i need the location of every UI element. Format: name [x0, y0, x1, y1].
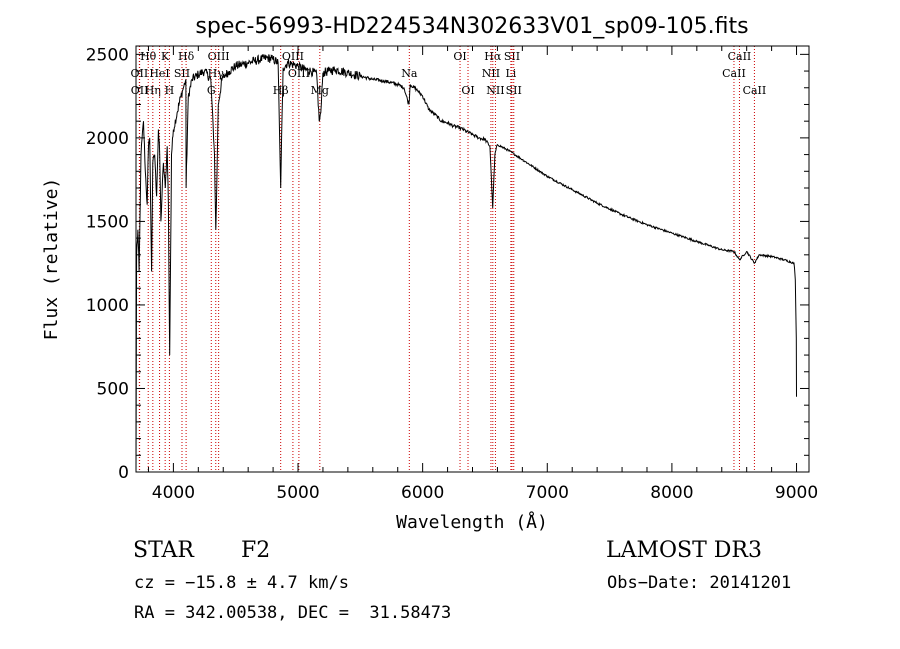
x-tick-label: 8000 [650, 483, 693, 503]
line-label-25: CaII [728, 50, 752, 63]
plot-frame [135, 45, 810, 473]
line-label-27: CaII [743, 84, 767, 97]
redshift-cz: cz = −15.8 ± 4.7 km/s [134, 573, 349, 593]
y-tick-label: 1000 [86, 296, 129, 316]
y-axis: 0 500 1000 1500 2000 2500 [86, 45, 809, 483]
line-label-24: SII [506, 84, 522, 97]
y-tick-label: 500 [97, 379, 129, 399]
y-tick-label: 2000 [86, 129, 129, 149]
line-label-7: SII [174, 67, 190, 80]
line-label-12: Hβ [273, 84, 289, 97]
x-tick-label: 4000 [152, 483, 195, 503]
line-label-6: H [165, 84, 175, 97]
line-label-21: NII [486, 84, 504, 97]
x-tick-label: 6000 [401, 483, 444, 503]
x-tick-label: 9000 [775, 483, 818, 503]
y-tick-label: 2500 [86, 45, 129, 65]
subclass: F2 [241, 538, 271, 563]
coordinates: RA = 342.00538, DEC = 31.58473 [134, 603, 452, 623]
line-label-0: Hθ [140, 50, 157, 63]
chart-title: spec-56993-HD224534N302633V01_sp09-105.f… [195, 14, 748, 39]
line-label-20: NII [482, 67, 500, 80]
line-label-13: OIII [282, 50, 304, 63]
line-label-22: SII [504, 50, 520, 63]
flux-line [135, 54, 797, 473]
line-label-9: OIII [208, 50, 230, 63]
x-tick-label: 7000 [526, 483, 569, 503]
x-tick-label: 5000 [276, 483, 319, 503]
line-label-16: Na [401, 67, 418, 80]
line-label-5: K [161, 50, 170, 63]
line-label-10: Hγ [208, 67, 225, 80]
line-label-8: Hδ [178, 50, 195, 63]
line-label-26: CaII [722, 67, 746, 80]
line-label-19: Hα [484, 50, 502, 63]
line-label-18: OI [461, 84, 474, 97]
x-axis-label: Wavelength (Å) [396, 511, 548, 533]
line-label-14: OIII [288, 67, 310, 80]
y-tick-label: 1500 [86, 212, 129, 232]
survey-name: LAMOST DR3 [606, 538, 762, 563]
object-class: STAR [133, 538, 194, 563]
flux-series [135, 54, 797, 473]
line-label-4: HeI [149, 67, 169, 80]
y-axis-label: Flux (relative) [41, 178, 62, 341]
x-axis: 4000 5000 6000 7000 8000 9000 [147, 46, 818, 503]
line-label-17: OI [453, 50, 466, 63]
y-tick-label: 0 [118, 463, 129, 483]
obs-date: Obs−Date: 20141201 [607, 573, 792, 593]
line-label-23: Li [505, 67, 516, 80]
line-label-15: Mg [311, 84, 329, 97]
line-label-2: OII [131, 84, 149, 97]
line-label-3: Hη [145, 84, 161, 97]
